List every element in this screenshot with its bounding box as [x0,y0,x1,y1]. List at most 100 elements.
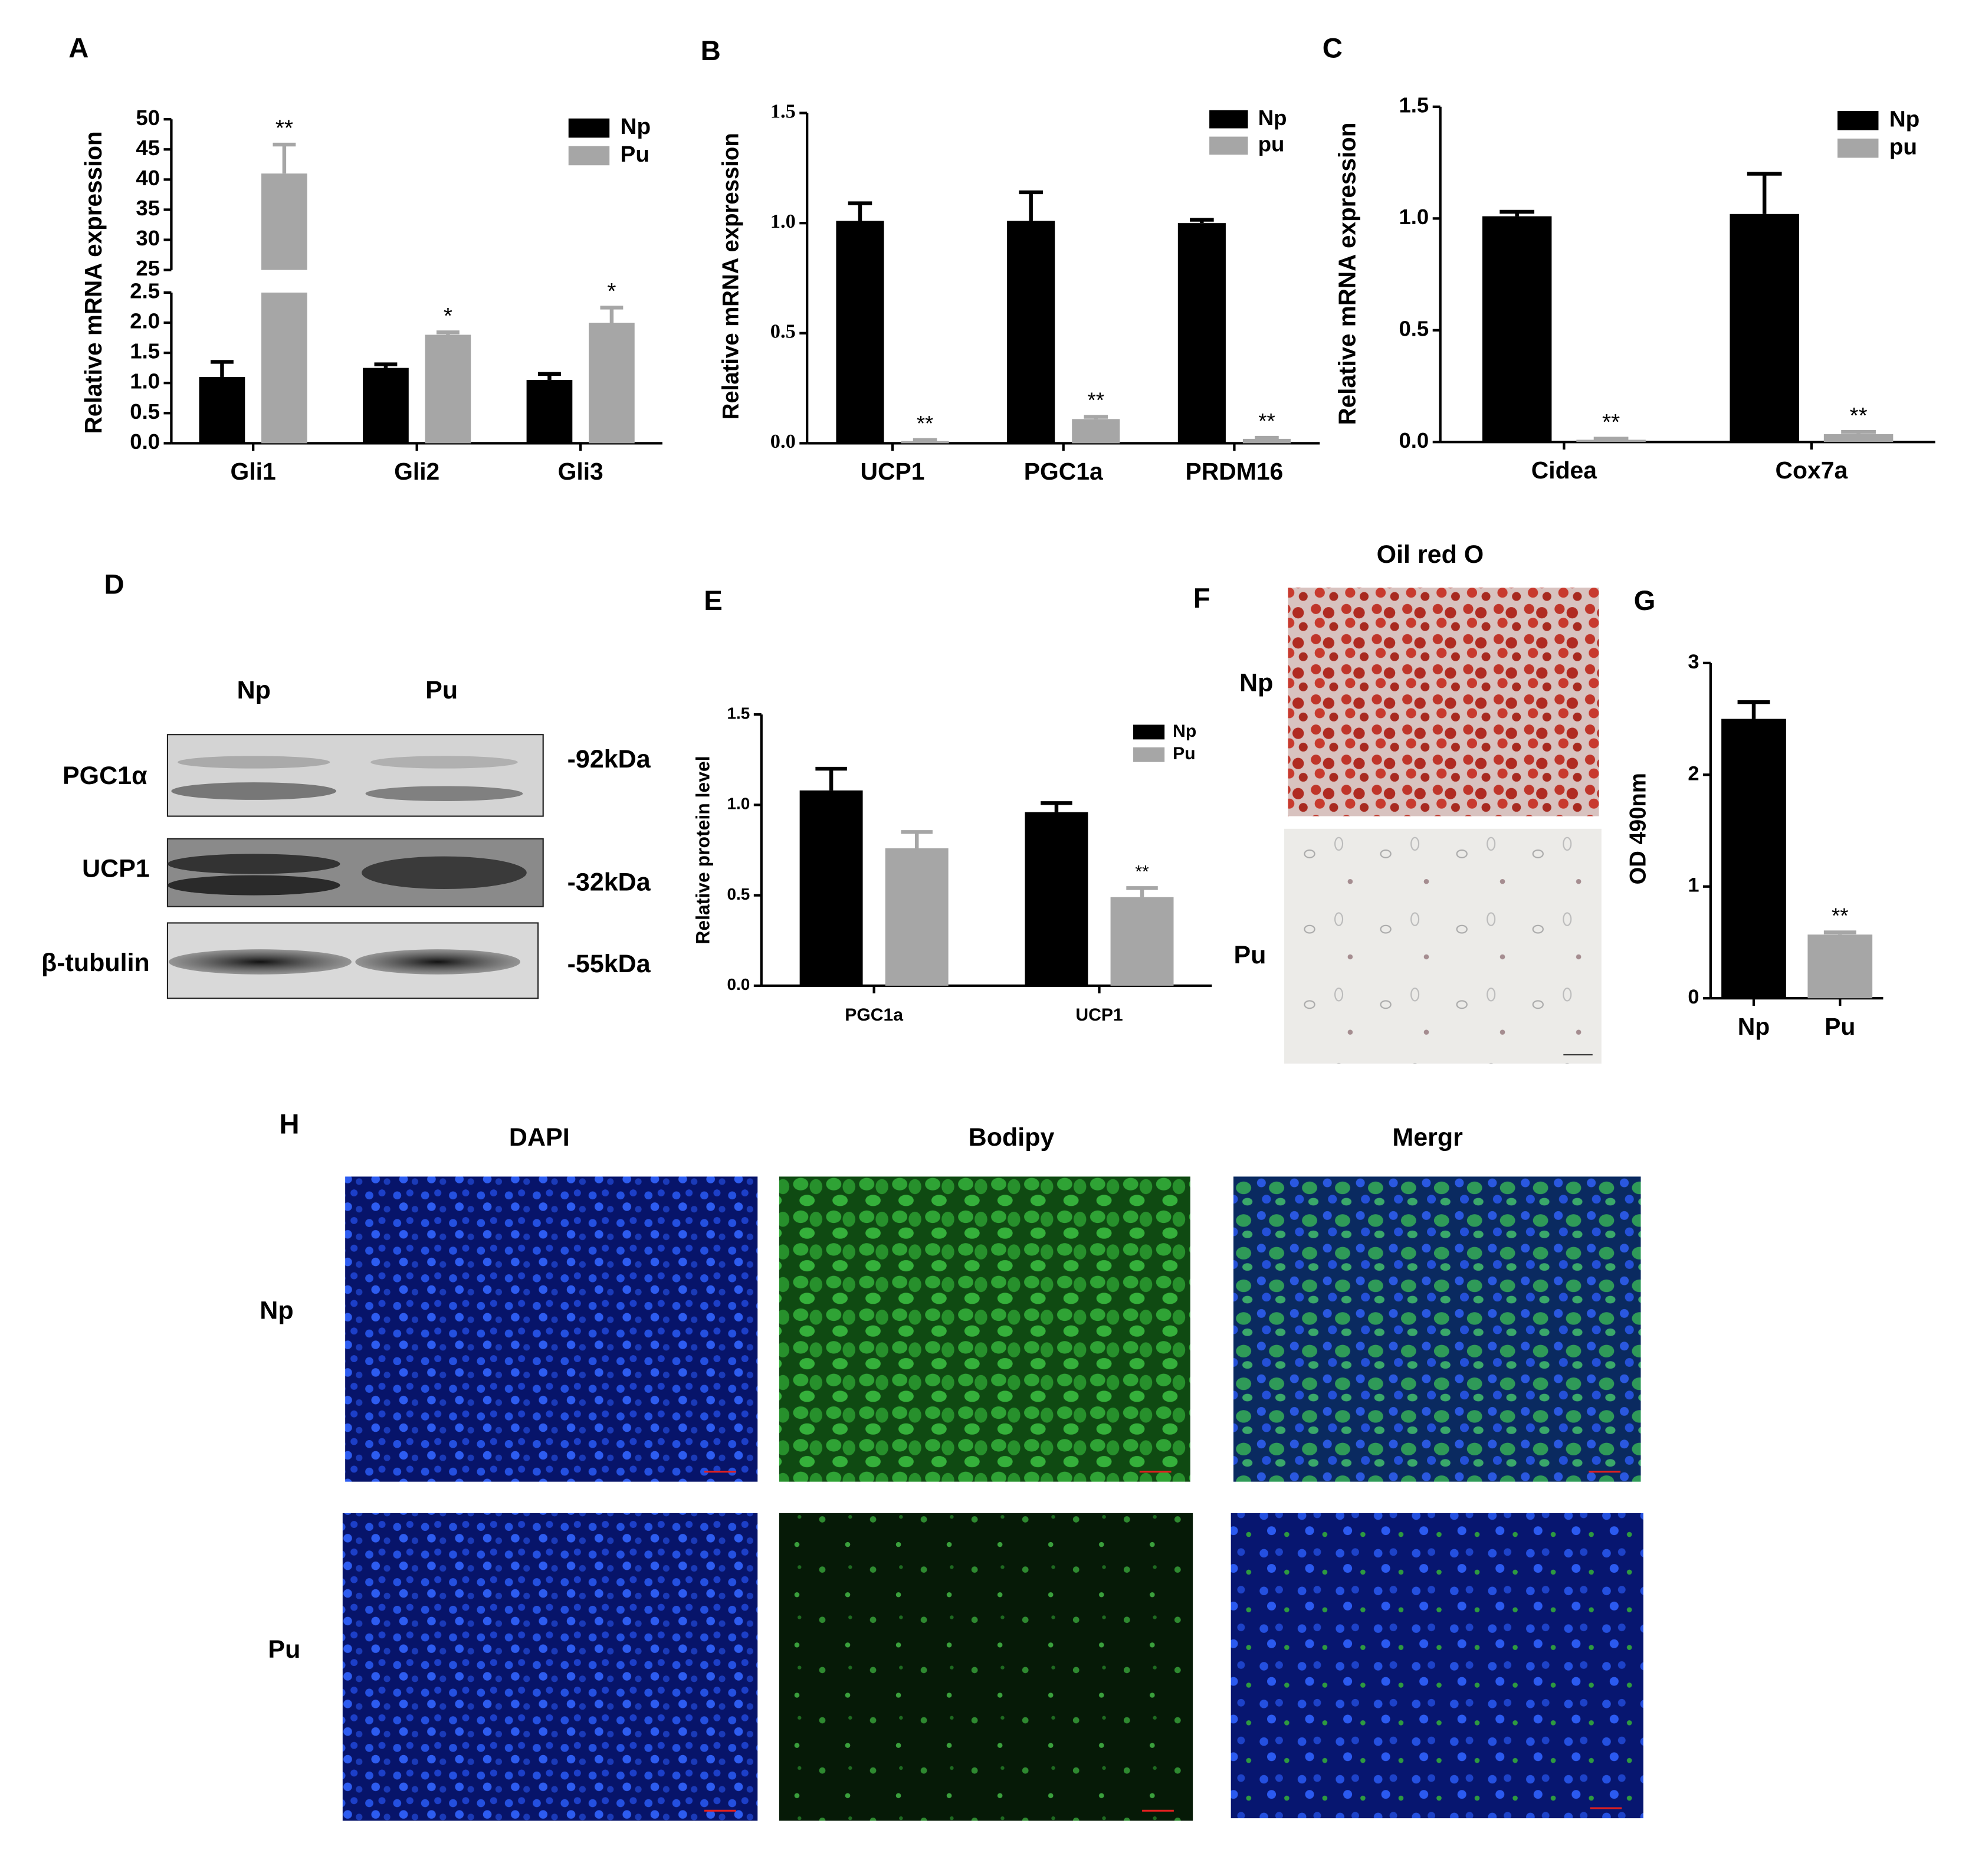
row-label: Np [1239,668,1273,697]
row-label: Np [260,1297,293,1325]
y-tick-label: 1.0 [770,210,796,232]
x-tick-label: Gli2 [394,458,439,485]
significance: ** [1602,409,1620,435]
bar [1007,221,1055,444]
microscopy-image [1231,1513,1643,1819]
blot-row-label: β-tubulin [41,949,150,977]
microscopy-image [345,1176,758,1482]
microscopy-image [779,1176,1190,1482]
y-tick-label: 3 [1688,651,1699,673]
significance: ** [1135,862,1149,882]
x-tick-label: PRDM16 [1186,458,1284,485]
bar [1025,812,1088,986]
legend-swatch [1209,110,1248,129]
y-axis-label: Relative mRNA expression [718,133,743,419]
blot-row-label: PGC1α [63,762,147,790]
panel-letter: B [701,35,721,66]
y-axis-label: OD 490nm [1625,773,1651,884]
significance: ** [1832,904,1848,928]
y-tick-label: 45 [136,136,160,160]
x-tick-label: Cox7a [1776,457,1848,484]
y-tick-label: 0 [1688,986,1699,1008]
y-tick-label: 1.5 [727,704,750,723]
bar [901,441,949,444]
x-tick-label: Pu [1825,1013,1855,1040]
column-label: Mergr [1392,1123,1463,1152]
y-tick-label: 0.0 [727,975,750,993]
y-tick-label: 30 [136,226,160,250]
blot-box [166,734,544,817]
panel-letter: F [1193,582,1210,614]
legend-swatch [1209,136,1248,155]
blot-size: -32kDa [567,868,651,897]
significance: ** [1850,403,1868,428]
y-tick-label: 1 [1688,874,1699,897]
y-axis-label: Relative protein level [692,756,713,944]
x-tick-label: Np [1738,1013,1770,1040]
y-tick-label: 1.0 [1399,205,1429,229]
y-tick-label: 0.5 [770,320,796,343]
panel-letter: G [1634,585,1656,616]
blot-band [167,875,340,896]
bar [1177,223,1226,444]
bar [363,368,409,444]
blot-band [178,756,330,769]
legend-label: Pu [1173,744,1195,763]
lane-label: Pu [425,676,458,704]
legend-label: Np [1889,107,1920,132]
bar [885,848,949,986]
x-tick-label: Cidea [1531,457,1597,484]
column-label: Bodipy [969,1123,1055,1152]
y-tick-label: 35 [136,196,160,220]
microscopy-image [1233,1176,1641,1482]
y-tick-label: 50 [136,106,160,130]
blot-band [365,786,523,801]
bar [1721,719,1786,999]
legend-label: Np [1173,721,1196,741]
bar [836,221,884,444]
y-tick-label: 0.5 [727,885,750,903]
significance: ** [1088,388,1104,412]
bar [425,334,471,444]
scale-bars [704,1471,1622,1812]
y-tick-label: 40 [136,166,160,190]
y-axis-label: Relative mRNA expression [80,131,107,434]
blot-row-label: UCP1 [82,854,150,883]
x-tick-label: UCP1 [861,458,925,485]
bar [1242,438,1291,444]
legend-swatch [1133,724,1165,740]
bar [1730,214,1799,442]
y-tick-label: 0.5 [1399,317,1429,341]
bar [199,376,245,444]
y-tick-label: 0.5 [130,399,160,424]
blot-band [355,949,521,975]
bar [799,790,863,986]
x-tick-label: UCP1 [1075,1005,1123,1025]
legend-swatch [1133,747,1165,762]
y-tick-label: 1.0 [130,369,160,393]
panel-letter: H [279,1108,299,1140]
lane-label: Np [237,676,271,704]
significance: * [607,278,616,304]
y-tick-label: 1.5 [130,339,160,363]
row-label: Pu [1233,941,1266,969]
y-tick-label: 0.0 [770,430,796,452]
y-tick-label: 2.0 [130,309,160,333]
bar [1110,897,1174,986]
y-axis-label: Relative mRNA expression [1333,123,1360,425]
microscopy-image [779,1513,1193,1821]
blot-band [171,782,337,800]
bar [1807,934,1873,999]
legend-swatch [1837,111,1879,130]
y-tick-label: 0.0 [130,429,160,454]
bar [1576,440,1646,442]
x-tick-label: PGC1a [845,1005,903,1025]
bar [589,323,635,444]
legend-label: Pu [621,142,649,167]
legend-swatch [1837,138,1879,158]
blot-band [370,756,518,769]
legend-label: pu [1258,132,1285,156]
significance: ** [1258,409,1275,433]
legend-swatch [568,146,610,166]
